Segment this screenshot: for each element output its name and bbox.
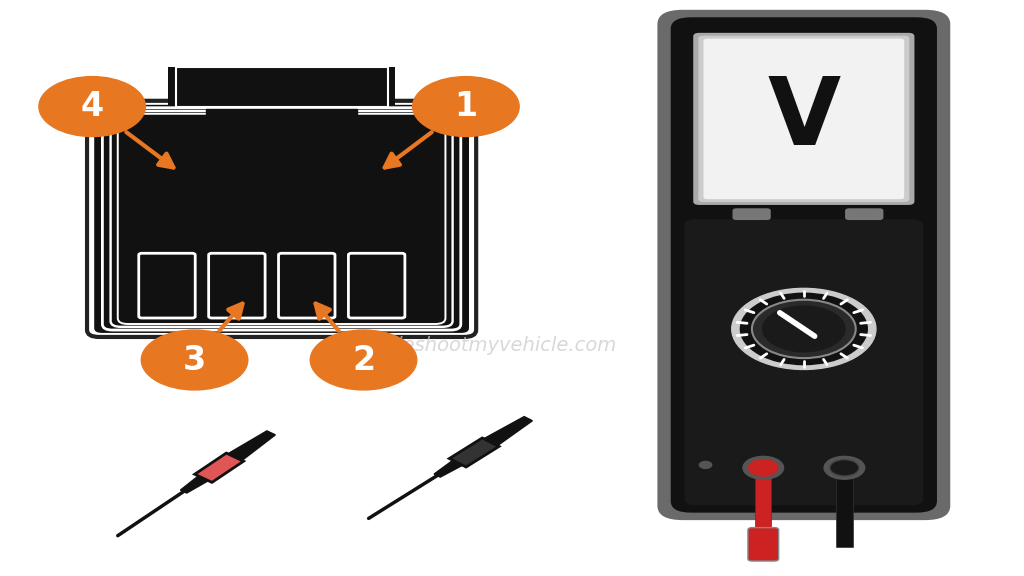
FancyBboxPatch shape bbox=[685, 220, 923, 505]
Circle shape bbox=[732, 289, 876, 369]
Polygon shape bbox=[483, 416, 532, 446]
Circle shape bbox=[752, 300, 856, 358]
FancyBboxPatch shape bbox=[748, 528, 778, 561]
Text: 1: 1 bbox=[455, 90, 477, 123]
Circle shape bbox=[740, 293, 867, 365]
Circle shape bbox=[824, 456, 864, 479]
Bar bbox=[207, 109, 357, 170]
FancyBboxPatch shape bbox=[703, 39, 904, 199]
FancyBboxPatch shape bbox=[671, 17, 937, 513]
Polygon shape bbox=[228, 431, 275, 460]
Circle shape bbox=[39, 77, 145, 137]
Circle shape bbox=[699, 461, 712, 468]
Text: 4: 4 bbox=[81, 90, 103, 123]
FancyBboxPatch shape bbox=[846, 209, 883, 219]
Circle shape bbox=[141, 330, 248, 390]
Text: 2: 2 bbox=[352, 343, 375, 377]
FancyBboxPatch shape bbox=[693, 33, 914, 205]
FancyBboxPatch shape bbox=[209, 253, 265, 318]
FancyBboxPatch shape bbox=[698, 36, 909, 202]
Polygon shape bbox=[450, 438, 499, 467]
Circle shape bbox=[829, 460, 859, 476]
Circle shape bbox=[310, 330, 417, 390]
Text: troubleshootmyvehicle.com: troubleshootmyvehicle.com bbox=[346, 336, 616, 355]
Polygon shape bbox=[434, 460, 463, 477]
Circle shape bbox=[749, 460, 778, 476]
Bar bbox=[248, 77, 315, 100]
Polygon shape bbox=[837, 476, 853, 547]
Circle shape bbox=[762, 305, 846, 353]
FancyBboxPatch shape bbox=[139, 253, 196, 318]
Bar bbox=[259, 147, 304, 170]
Circle shape bbox=[743, 456, 783, 479]
Polygon shape bbox=[195, 453, 244, 482]
FancyBboxPatch shape bbox=[348, 253, 404, 318]
FancyBboxPatch shape bbox=[657, 10, 950, 520]
Text: 3: 3 bbox=[183, 343, 206, 377]
Polygon shape bbox=[755, 476, 771, 559]
Polygon shape bbox=[180, 476, 208, 493]
FancyBboxPatch shape bbox=[733, 209, 770, 219]
Circle shape bbox=[413, 77, 519, 137]
FancyBboxPatch shape bbox=[279, 253, 335, 318]
Bar bbox=[176, 67, 388, 107]
FancyBboxPatch shape bbox=[94, 105, 469, 333]
Text: V: V bbox=[767, 73, 841, 165]
FancyBboxPatch shape bbox=[169, 67, 395, 111]
